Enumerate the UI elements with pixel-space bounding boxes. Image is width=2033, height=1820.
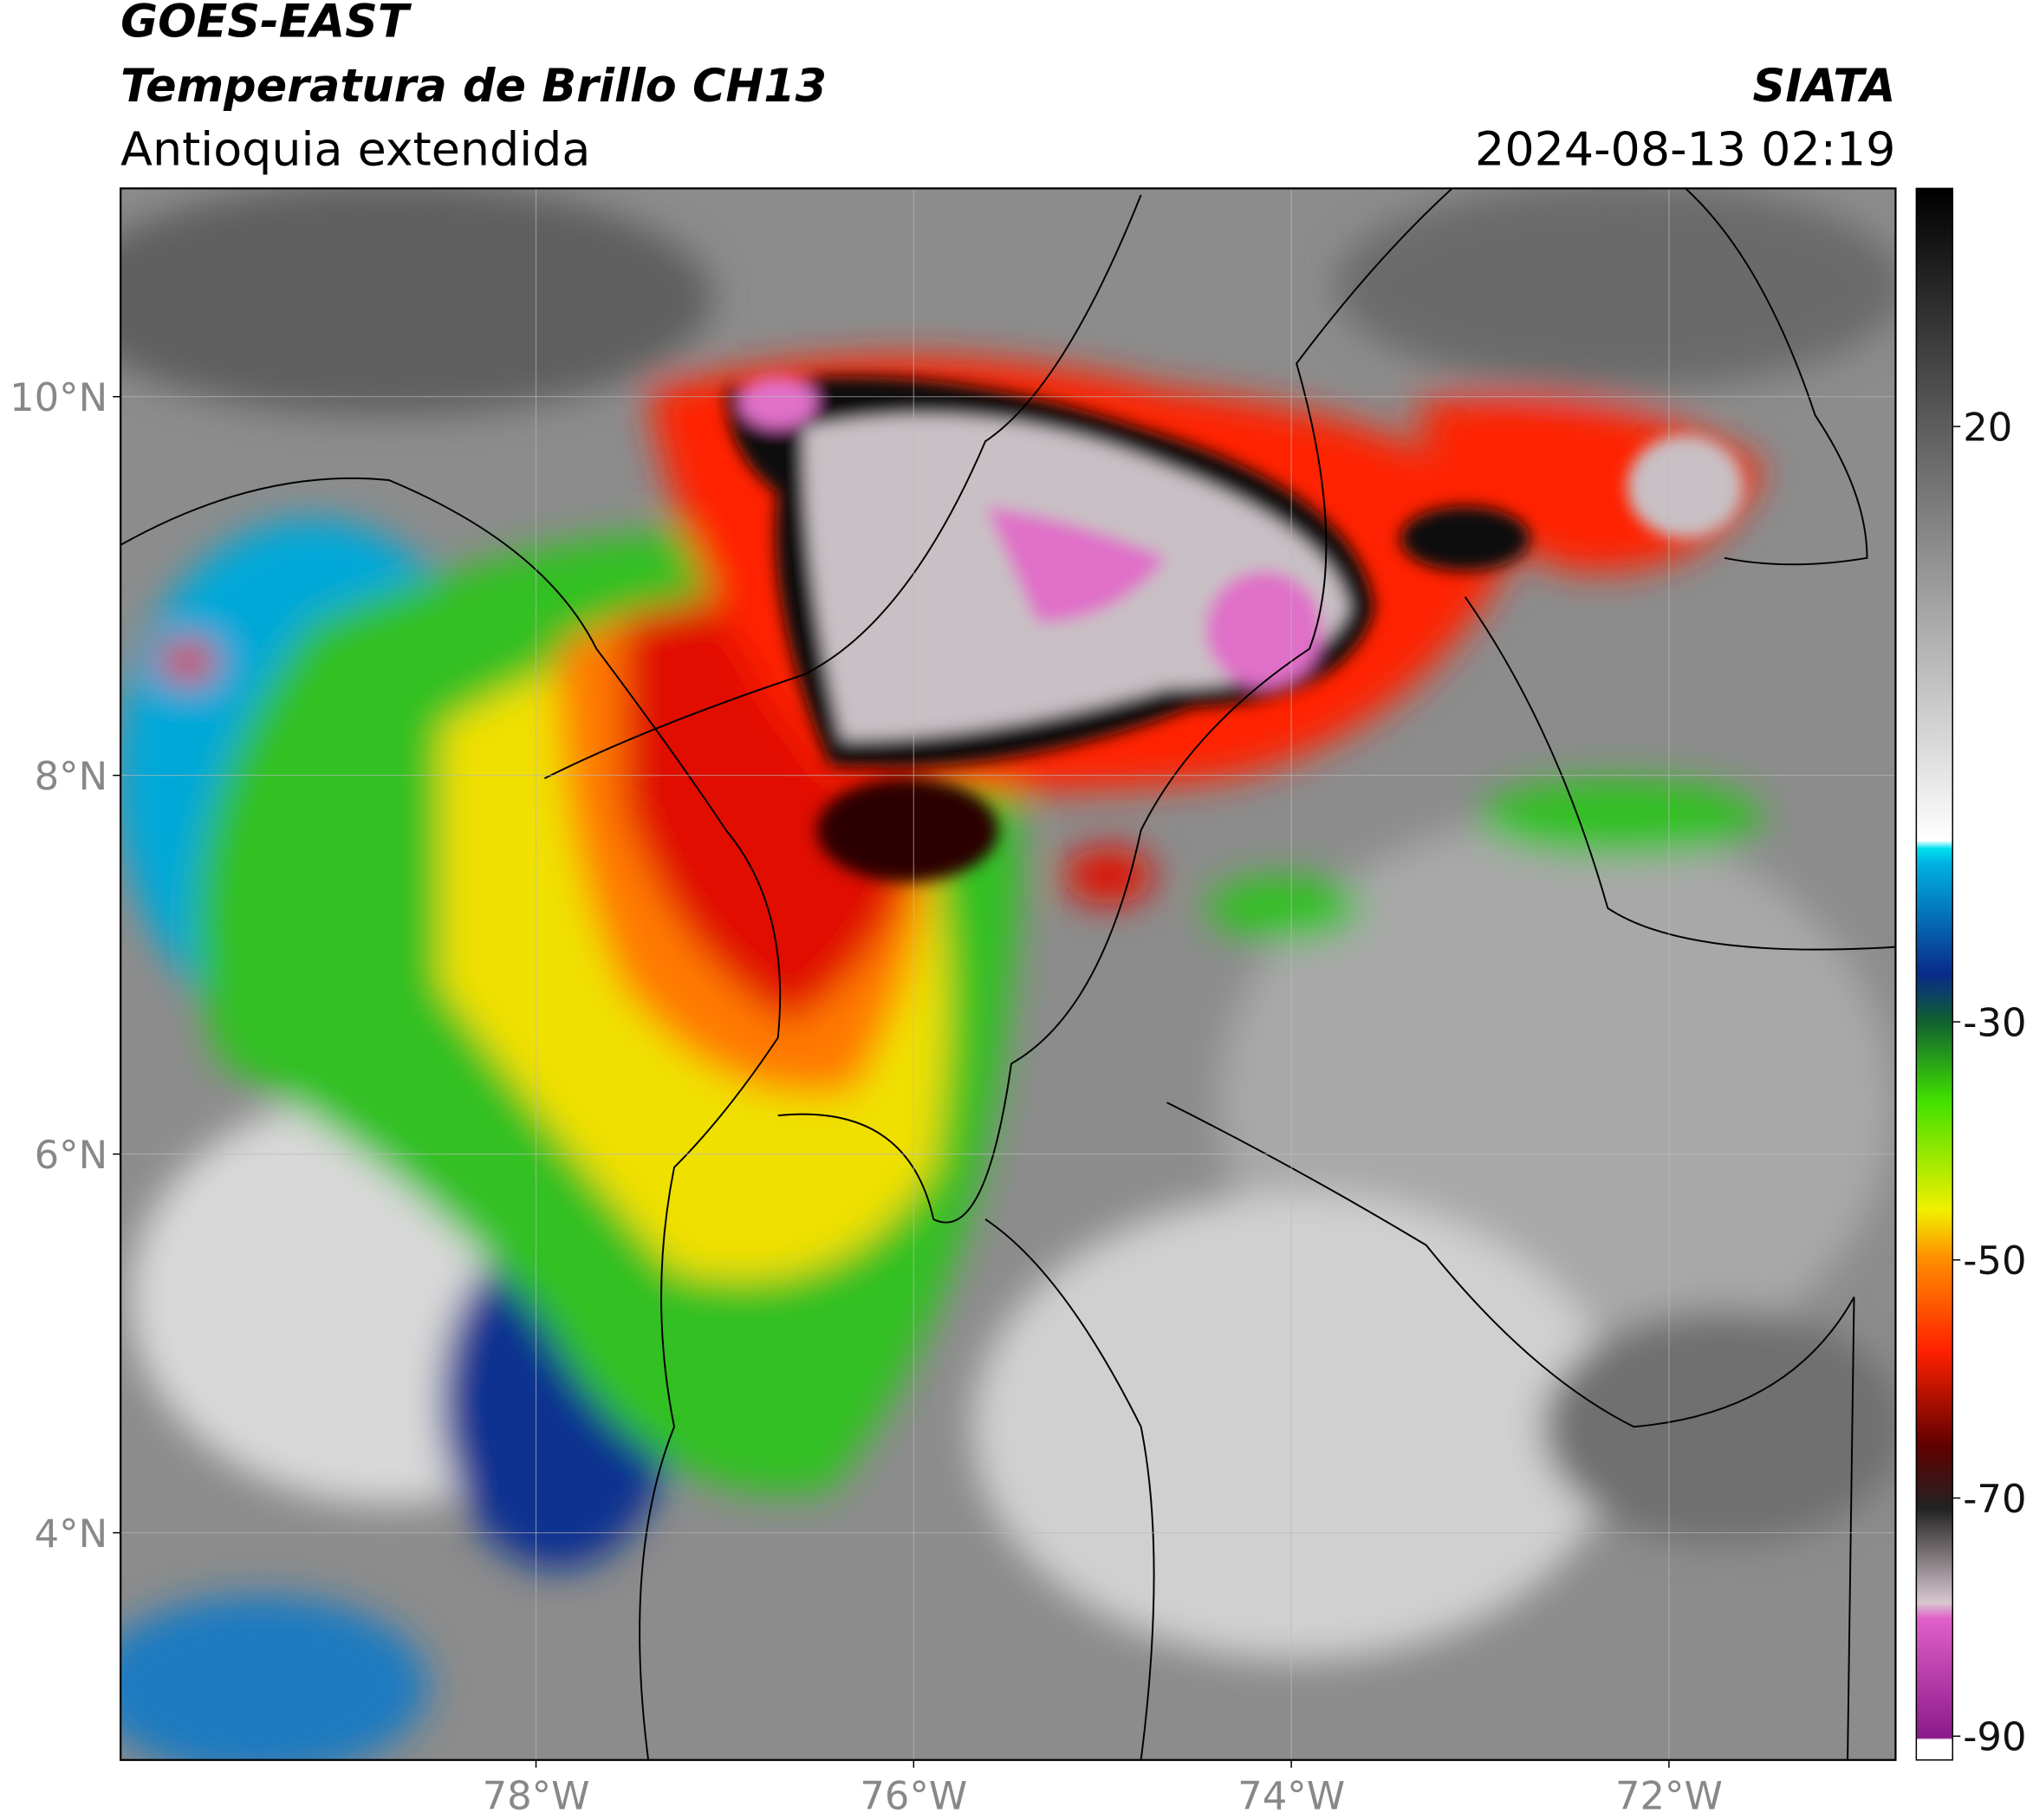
- y-tick-label: 4°N: [35, 1511, 108, 1557]
- x-tick-label: 72°W: [1615, 1773, 1723, 1819]
- colorbar-tick-label: -90: [1963, 1714, 2026, 1760]
- colorbar-tick-label: 20: [1963, 405, 2012, 451]
- map-frame: [120, 187, 1897, 1761]
- subtitle: Temperatura de Brillo CH13: [120, 60, 827, 113]
- colorbar-tick-label: -50: [1963, 1238, 2026, 1284]
- region: Antioquia extendida: [120, 121, 590, 176]
- y-tick-label: 10°N: [10, 374, 107, 420]
- x-tick-label: 74°W: [1237, 1773, 1345, 1819]
- colorbar: [1915, 187, 1953, 1761]
- satellite-image: [120, 188, 1896, 1760]
- x-tick-label: 78°W: [483, 1773, 590, 1819]
- y-tick-label: 8°N: [35, 753, 108, 799]
- datetime: 2024-08-13 02:19: [1475, 121, 1895, 176]
- colorbar-tick-label: -70: [1963, 1476, 2026, 1522]
- y-tick-label: 6°N: [35, 1132, 108, 1178]
- source: SIATA: [1753, 60, 1896, 113]
- title: GOES-EAST: [120, 0, 412, 48]
- x-tick-label: 76°W: [860, 1773, 967, 1819]
- colorbar-tick-label: -30: [1963, 999, 2026, 1045]
- grid: [120, 188, 1896, 1760]
